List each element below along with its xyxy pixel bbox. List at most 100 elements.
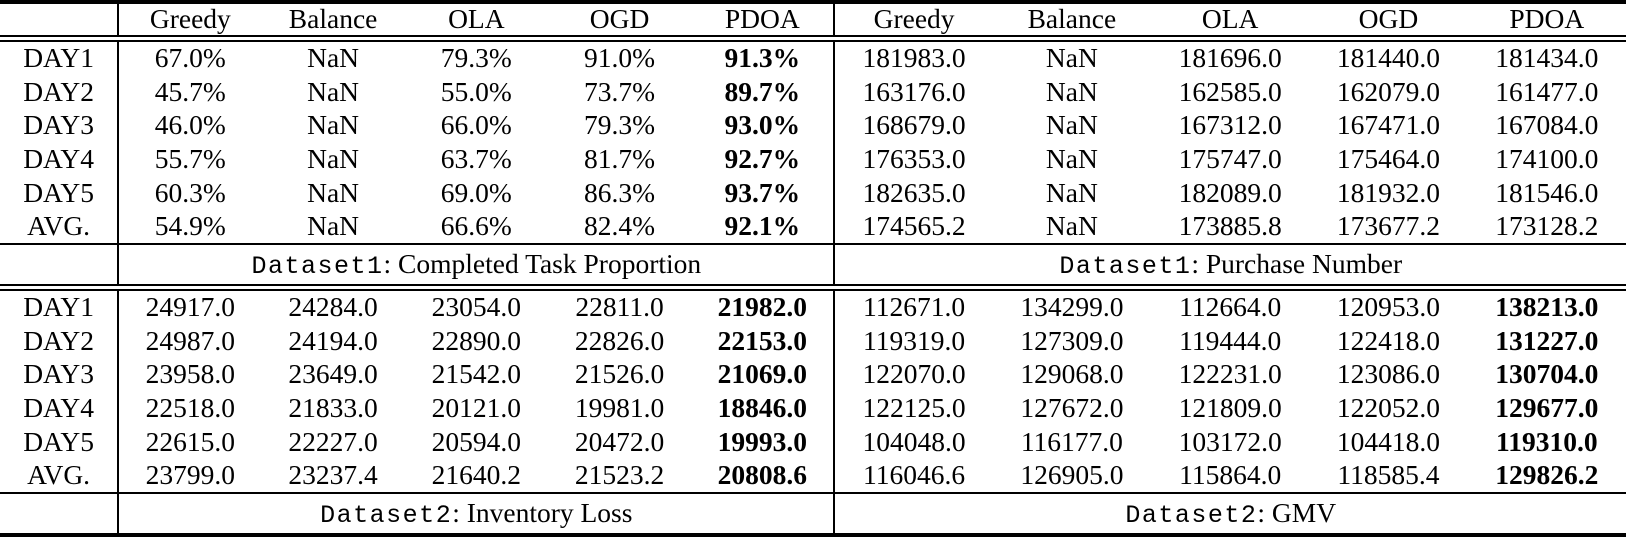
data-cell: 22518.0 xyxy=(145,392,236,424)
table-row: DAY2 24987.0 24194.0 22890.0 22826.0 22153.0 1… xyxy=(0,324,1626,359)
data-cell: 79.3% xyxy=(440,42,512,74)
data-cell: 20472.0 xyxy=(574,425,665,457)
data-cell: 89.7% xyxy=(724,75,801,107)
data-cell: 73.7% xyxy=(584,75,656,107)
data-cell: 21526.0 xyxy=(574,358,665,390)
data-cell: 92.1% xyxy=(724,210,801,242)
table-row: AVG. 54.9% NaN 66.6% 82.4% 92.1% 174565.2 NaN 17… xyxy=(0,209,1626,245)
data-cell: 173885.8 xyxy=(1178,210,1282,242)
data-cell: 181434.0 xyxy=(1495,42,1599,74)
data-cell: 24917.0 xyxy=(145,291,236,323)
data-cell: 134299.0 xyxy=(1020,291,1124,323)
data-cell: 21523.2 xyxy=(574,459,665,491)
data-cell: NaN xyxy=(307,210,360,242)
data-cell: 119310.0 xyxy=(1495,425,1598,457)
dataset-name: Dataset1 xyxy=(1059,251,1192,281)
data-cell: 54.9% xyxy=(154,210,226,242)
data-cell: 161477.0 xyxy=(1495,75,1599,107)
dataset2-data-rows: DAY1 24917.0 24284.0 23054.0 22811.0 21982.0 1… xyxy=(0,287,1626,494)
row-label: AVG. xyxy=(0,209,120,245)
data-cell: 116046.6 xyxy=(833,458,993,494)
data-cell: 23958.0 xyxy=(145,358,236,390)
data-cell: 119444.0 xyxy=(1179,324,1282,356)
data-cell: 127672.0 xyxy=(1020,392,1124,424)
data-cell: 126905.0 xyxy=(1020,459,1124,491)
data-cell: 91.0% xyxy=(584,42,656,74)
data-cell: 175747.0 xyxy=(1178,143,1282,175)
row-label: DAY2 xyxy=(0,75,120,110)
data-cell: 24987.0 xyxy=(145,324,236,356)
section-caption: Dataset2: GMV xyxy=(833,493,1626,535)
dataset-name: Dataset2 xyxy=(1125,500,1258,530)
data-cell: 21833.0 xyxy=(288,392,378,424)
table-row: DAY4 55.7% NaN 63.7% 81.7% 92.7% 176353.0 NaN 17… xyxy=(0,142,1626,177)
row-label: DAY1 xyxy=(0,287,120,325)
data-cell: 174565.2 xyxy=(833,209,993,245)
table-row: DAY3 23958.0 23649.0 21542.0 21526.0 21069.0 1… xyxy=(0,358,1626,392)
table-row: DAY5 60.3% NaN 69.0% 86.3% 93.7% 182635.0 NaN 18… xyxy=(0,176,1626,210)
data-cell: 104048.0 xyxy=(833,425,993,459)
data-cell: 22153.0 xyxy=(717,324,808,356)
caption-row: Dataset2: Inventory Loss Dataset2: GMV xyxy=(0,493,1626,535)
data-cell: 60.3% xyxy=(154,176,226,208)
corner-cell xyxy=(0,2,120,39)
data-cell: 122070.0 xyxy=(833,358,993,392)
data-cell: 24194.0 xyxy=(288,324,378,356)
data-cell: 112671.0 xyxy=(833,287,993,325)
section-caption: Dataset1: Completed Task Proportion xyxy=(118,244,834,287)
section-caption: Dataset2: Inventory Loss xyxy=(118,493,834,535)
data-cell: 21542.0 xyxy=(431,358,522,390)
row-label: DAY2 xyxy=(0,324,120,359)
column-header: Greedy xyxy=(833,2,993,39)
data-cell: 123086.0 xyxy=(1336,358,1440,390)
column-header: OGD xyxy=(589,3,650,35)
data-cell: 112664.0 xyxy=(1179,291,1282,323)
data-cell: 104418.0 xyxy=(1336,425,1440,457)
table-row: DAY4 22518.0 21833.0 20121.0 19981.0 18846.0 1… xyxy=(0,391,1626,426)
data-cell: 55.7% xyxy=(154,143,226,175)
data-cell: 129068.0 xyxy=(1020,358,1124,390)
data-cell: 19993.0 xyxy=(717,425,808,457)
row-label: DAY1 xyxy=(0,38,120,76)
data-cell: 122231.0 xyxy=(1178,358,1282,390)
data-cell: 81.7% xyxy=(584,143,656,175)
data-cell: 167471.0 xyxy=(1336,109,1440,141)
data-cell: 22826.0 xyxy=(574,324,665,356)
column-header: OLA xyxy=(448,3,505,35)
data-cell: 173128.2 xyxy=(1495,210,1599,242)
data-cell: NaN xyxy=(1045,109,1098,141)
caption-row: Dataset1: Completed Task Proportion Data… xyxy=(0,244,1626,288)
data-cell: 182635.0 xyxy=(833,176,993,210)
data-cell: 176353.0 xyxy=(833,142,993,177)
row-label: AVG. xyxy=(0,458,120,494)
data-cell: 127309.0 xyxy=(1020,324,1124,356)
dataset-name: Dataset1 xyxy=(251,251,384,281)
data-cell: 121809.0 xyxy=(1178,392,1282,424)
data-cell: 173677.2 xyxy=(1336,210,1440,242)
column-header: OLA xyxy=(1201,3,1259,35)
data-cell: 122125.0 xyxy=(833,391,993,426)
table-row: DAY1 24917.0 24284.0 23054.0 22811.0 21982.0 1… xyxy=(0,287,1626,325)
data-cell: 119319.0 xyxy=(833,324,993,359)
data-cell: 163176.0 xyxy=(833,75,993,110)
data-cell: 22227.0 xyxy=(288,425,378,457)
data-cell: 181932.0 xyxy=(1336,176,1440,208)
data-cell: 23054.0 xyxy=(431,291,522,323)
data-cell: 66.0% xyxy=(440,109,512,141)
data-cell: 55.0% xyxy=(440,75,512,107)
column-header: PDOA xyxy=(724,3,800,35)
caption-metric-label: : Inventory Loss xyxy=(452,496,633,528)
table-row: DAY2 45.7% NaN 55.0% 73.7% 89.7% 163176.0 NaN 16… xyxy=(0,75,1626,110)
data-cell: 167084.0 xyxy=(1495,109,1599,141)
data-cell: 23649.0 xyxy=(288,358,378,390)
data-cell: 93.0% xyxy=(724,109,801,141)
dataset1-data-rows: DAY1 67.0% NaN 79.3% 91.0% 91.3% 181983.0 NaN 18… xyxy=(0,38,1626,245)
data-cell: 162079.0 xyxy=(1336,75,1440,107)
column-header: OGD xyxy=(1358,3,1419,35)
data-cell: NaN xyxy=(307,75,360,107)
data-cell: 181696.0 xyxy=(1178,42,1282,74)
data-cell: 129826.2 xyxy=(1495,459,1599,491)
data-cell: 21640.2 xyxy=(431,459,522,491)
